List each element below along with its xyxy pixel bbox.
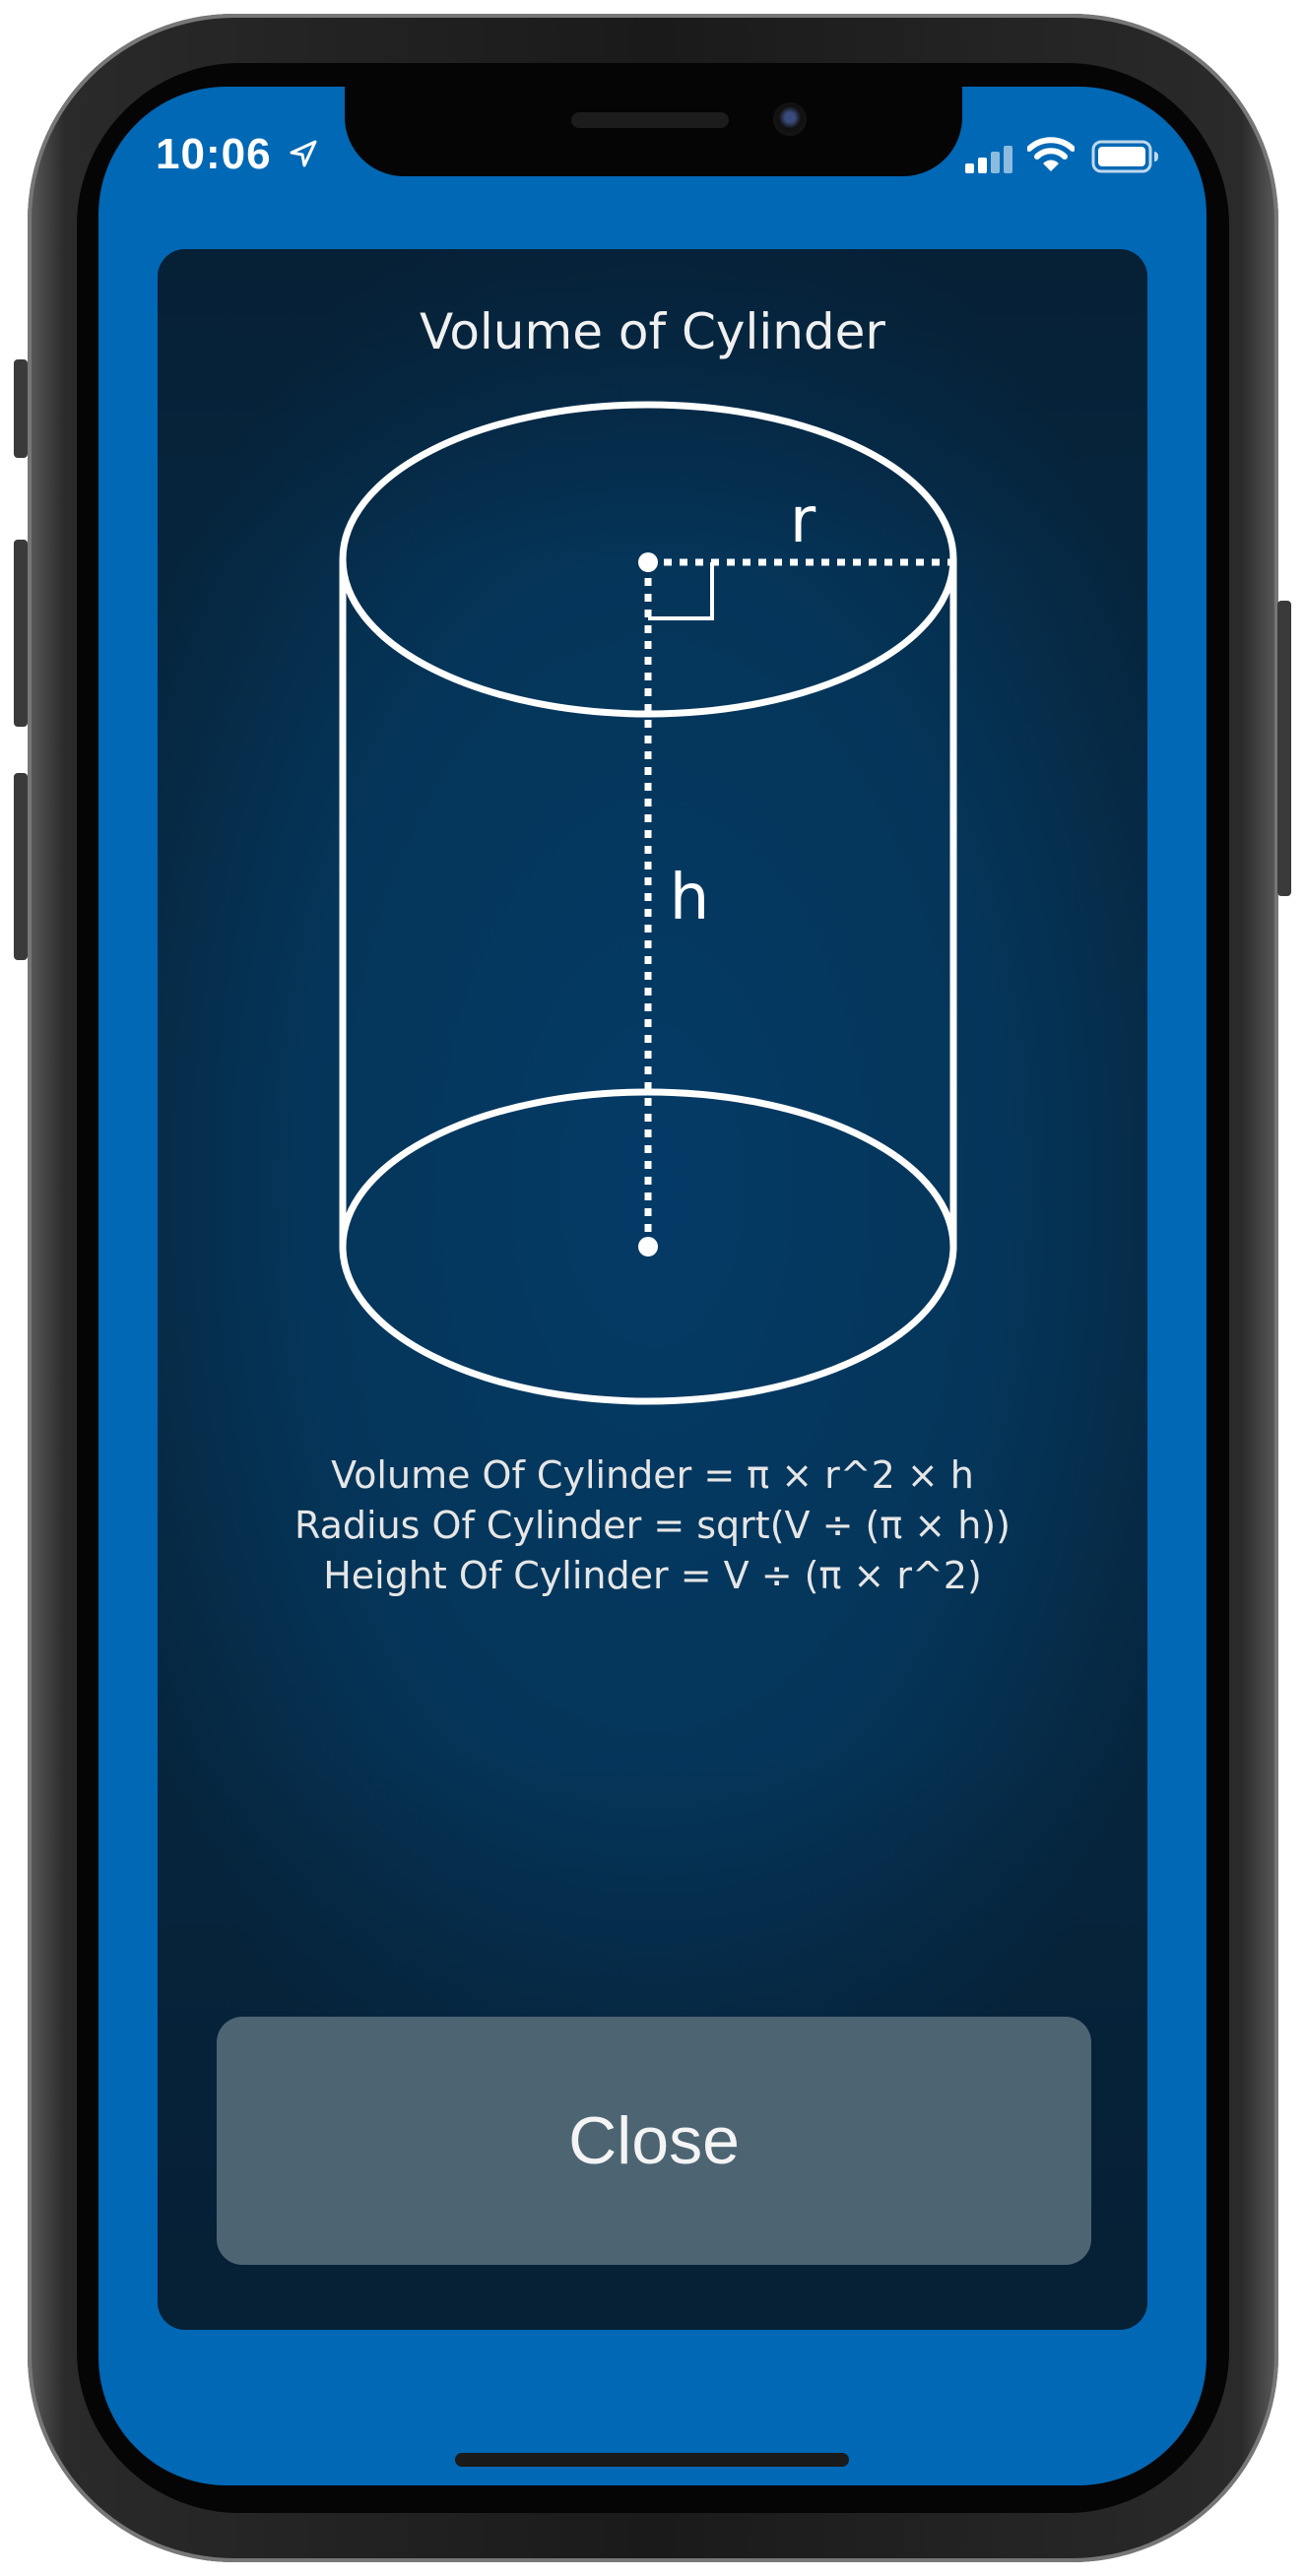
bottom-center-point (638, 1237, 658, 1256)
volume-down-button (14, 773, 28, 960)
height-label: h (670, 862, 710, 934)
card-vignette (158, 249, 1147, 2330)
radius-formula: Radius Of Cylinder = sqrt(V ÷ (π × h)) (294, 1504, 1011, 1547)
volume-formula: Volume Of Cylinder = π × r^2 × h (331, 1453, 974, 1497)
front-camera (773, 102, 807, 136)
info-card: Volume of Cylinder r h Volume Of Cylinde… (158, 249, 1147, 2330)
silent-switch (14, 359, 28, 458)
home-indicator[interactable] (455, 2453, 849, 2467)
status-time: 10:06 (156, 130, 272, 178)
volume-up-button (14, 540, 28, 727)
battery-icon (1091, 140, 1158, 173)
radius-label: r (790, 484, 816, 557)
height-formula: Height Of Cylinder = V ÷ (π × r^2) (323, 1554, 982, 1597)
location-arrow-icon (290, 140, 317, 167)
card-title: Volume of Cylinder (420, 303, 885, 360)
cellular-signal-icon (965, 146, 1012, 173)
wifi-icon (1027, 137, 1075, 171)
cylinder-diagram: r h (339, 401, 957, 1405)
right-angle-marker (648, 562, 714, 620)
formula-list: Volume Of Cylinder = π × r^2 × h Radius … (158, 1450, 1147, 1601)
top-center-point (638, 552, 658, 572)
close-button[interactable]: Close (217, 2017, 1091, 2265)
screen: 10:06 Volume of Cylinder (98, 87, 1207, 2485)
power-button (1277, 601, 1291, 896)
earpiece-speaker (571, 112, 729, 128)
notch (345, 87, 962, 176)
